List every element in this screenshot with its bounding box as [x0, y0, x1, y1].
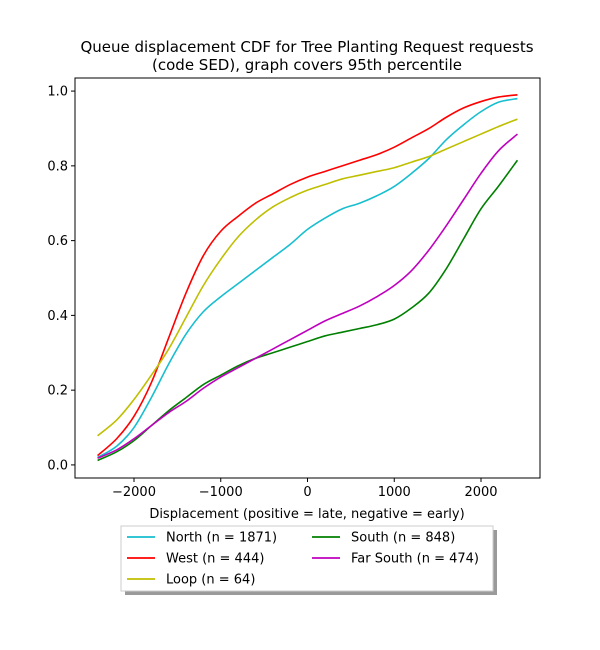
legend-label-2: Loop (n = 64) [166, 573, 255, 588]
y-tick-label-1: 0.2 [47, 384, 68, 399]
chart-title-line2: (code SED), graph covers 95th percentile [152, 56, 462, 74]
chart-title-line1: Queue displacement CDF for Tree Planting… [80, 38, 533, 56]
legend-label-3: South (n = 848) [351, 531, 455, 546]
x-axis-label: Displacement (positive = late, negative … [149, 507, 464, 522]
y-axis: 0.0 0.2 0.4 0.6 0.8 1.0 [47, 85, 75, 473]
series-line-3 [97, 159, 519, 462]
x-tick-label-0: −2000 [112, 485, 156, 500]
y-tick-label-0: 0.0 [47, 458, 68, 473]
y-tick-label-4: 0.8 [47, 159, 68, 174]
series-line-0 [97, 97, 518, 459]
x-tick-label-2: 0 [303, 485, 311, 500]
legend-items: North (n = 1871) West (n = 444) Loop (n = … [127, 531, 479, 588]
x-tick-label-1: −1000 [199, 485, 243, 500]
x-tick-label-3: 1000 [378, 485, 411, 500]
series-line-4 [97, 133, 518, 459]
y-tick-label-2: 0.4 [47, 309, 68, 324]
y-tick-label-5: 1.0 [47, 85, 68, 100]
legend-label-4: Far South (n = 474) [351, 552, 479, 567]
series-line-1 [97, 94, 518, 457]
y-tick-label-3: 0.6 [47, 234, 68, 249]
legend-box [120, 525, 494, 592]
legend: North (n = 1871) West (n = 444) Loop (n = … [120, 525, 497, 595]
x-axis: −2000 −1000 0 1000 2000 [112, 478, 498, 500]
series-line-2 [97, 118, 518, 437]
legend-label-0: North (n = 1871) [166, 531, 277, 546]
series-layer [97, 94, 519, 462]
x-tick-label-4: 2000 [464, 485, 497, 500]
legend-label-1: West (n = 444) [166, 552, 264, 567]
plot-area [74, 77, 541, 479]
